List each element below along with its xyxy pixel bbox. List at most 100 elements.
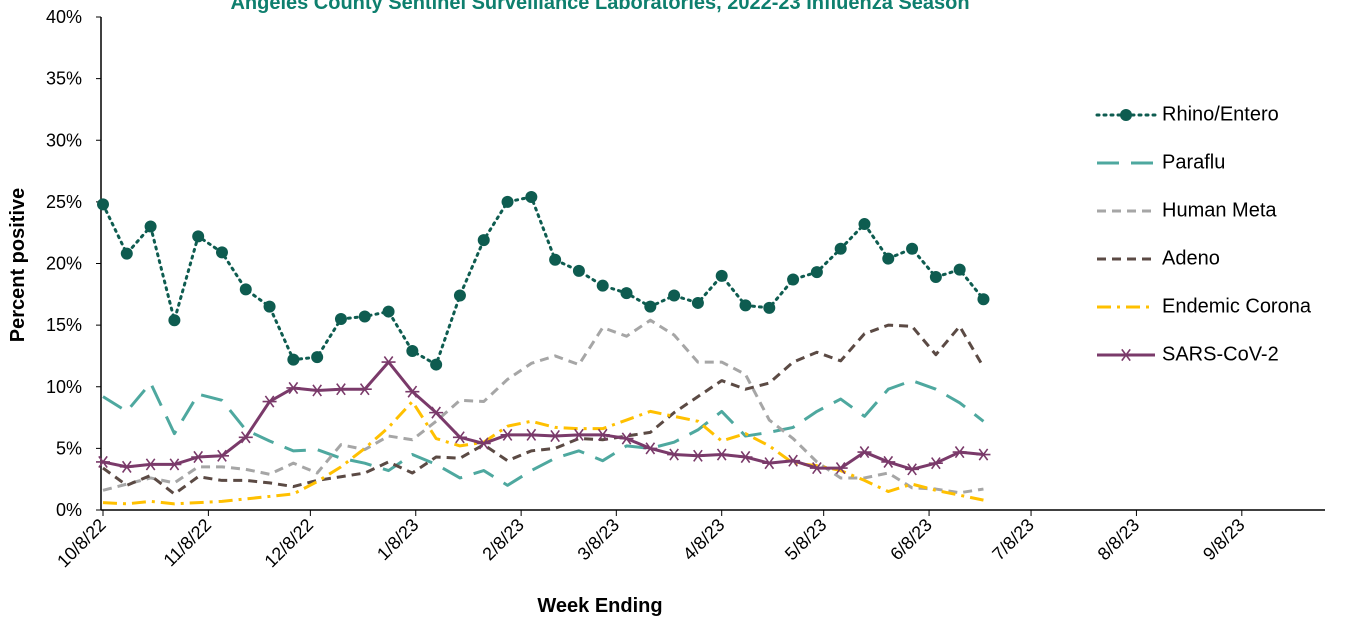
y-tick-label: 40%: [46, 7, 82, 27]
y-tick-label: 5%: [56, 438, 82, 458]
point-marker: [97, 198, 109, 211]
point-marker: [571, 428, 586, 441]
point-marker: [238, 431, 253, 444]
point-marker: [857, 445, 872, 459]
x-tick-label: 4/8/23: [679, 515, 729, 565]
point-marker: [120, 247, 133, 260]
y-tick-label: 0%: [56, 500, 82, 520]
y-tick-label: 10%: [46, 377, 82, 397]
legend-item: Adeno: [1097, 247, 1220, 269]
legend-marker: [1120, 109, 1132, 121]
x-tick-label: 1/8/23: [373, 515, 423, 565]
point-marker: [596, 279, 609, 292]
x-tick-label: 6/8/23: [886, 515, 936, 565]
point-marker: [976, 448, 991, 461]
point-marker: [668, 289, 681, 302]
point-marker: [834, 242, 847, 255]
x-tick-label: 7/8/23: [988, 515, 1038, 565]
point-marker: [619, 432, 634, 445]
point-marker: [382, 305, 395, 318]
point-marker: [810, 266, 823, 279]
y-tick-label: 35%: [46, 69, 82, 89]
point-marker: [715, 269, 728, 282]
x-tick-label: 8/8/23: [1094, 515, 1144, 565]
point-marker: [714, 448, 729, 461]
series-line: [101, 195, 985, 367]
point-marker: [192, 230, 205, 243]
point-marker: [548, 429, 563, 443]
point-marker: [501, 195, 514, 208]
point-marker: [881, 455, 896, 469]
point-marker: [263, 300, 276, 313]
x-tick-label: 9/8/23: [1199, 515, 1249, 565]
series-line: [102, 318, 984, 495]
point-marker: [882, 252, 895, 265]
point-marker: [381, 356, 396, 369]
point-marker: [763, 301, 776, 314]
point-marker: [690, 449, 705, 462]
legend-label: Paraflu: [1162, 151, 1225, 173]
point-marker: [191, 450, 206, 464]
point-marker: [429, 406, 444, 419]
point-marker: [643, 442, 658, 455]
point-marker: [644, 300, 657, 313]
y-axis-title: Percent positive: [7, 188, 29, 343]
point-marker: [334, 312, 347, 325]
point-marker: [691, 296, 704, 309]
y-tick-label: 20%: [46, 254, 82, 274]
point-marker: [406, 345, 419, 358]
legend-item: Endemic Corona: [1097, 295, 1312, 317]
point-marker: [287, 353, 300, 366]
point-marker: [809, 462, 824, 475]
point-marker: [524, 428, 539, 441]
point-marker: [928, 457, 943, 470]
point-marker: [310, 384, 325, 397]
legend-label: Rhino/Entero: [1162, 103, 1279, 125]
point-marker: [333, 383, 348, 396]
legend-label: Adeno: [1162, 247, 1220, 269]
point-marker: [430, 358, 443, 371]
point-marker: [786, 454, 801, 467]
point-marker: [477, 234, 490, 247]
point-marker: [214, 449, 229, 462]
point-marker: [119, 460, 134, 473]
point-marker: [952, 445, 967, 459]
series-line: [102, 323, 985, 496]
point-marker: [452, 431, 467, 444]
point-marker: [143, 458, 158, 471]
point-marker: [357, 383, 372, 396]
y-tick-label: 30%: [46, 130, 82, 150]
point-marker: [906, 242, 919, 255]
point-marker: [977, 293, 990, 306]
point-marker: [500, 428, 515, 441]
point-marker: [215, 246, 228, 259]
y-tick-label: 15%: [46, 315, 82, 335]
x-tick-label: 11/8/22: [160, 515, 216, 571]
legend-marker: [1119, 348, 1133, 362]
point-marker: [667, 448, 682, 461]
point-marker: [739, 299, 752, 312]
legend-label: SARS-CoV-2: [1162, 343, 1279, 365]
point-marker: [525, 190, 538, 203]
x-tick-label: 12/8/22: [261, 515, 318, 572]
point-marker: [168, 314, 181, 327]
legend-item: Human Meta: [1097, 199, 1277, 221]
point-marker: [620, 287, 633, 300]
point-marker: [286, 381, 301, 395]
y-tick-label: 25%: [46, 192, 82, 212]
point-marker: [311, 351, 324, 364]
point-marker: [858, 218, 871, 231]
series-line: [102, 400, 984, 506]
series-line: [102, 379, 985, 487]
point-marker: [905, 463, 920, 476]
point-marker: [549, 253, 562, 266]
point-marker: [572, 264, 585, 277]
legend-label: Endemic Corona: [1162, 295, 1312, 317]
chart-title: Angeles County Sentinel Surveillance Lab…: [230, 0, 969, 14]
point-marker: [929, 271, 942, 284]
legend-item: Rhino/Entero: [1095, 103, 1279, 125]
legend-item: SARS-CoV-2: [1097, 343, 1279, 365]
point-marker: [144, 220, 157, 233]
point-marker: [833, 462, 848, 475]
